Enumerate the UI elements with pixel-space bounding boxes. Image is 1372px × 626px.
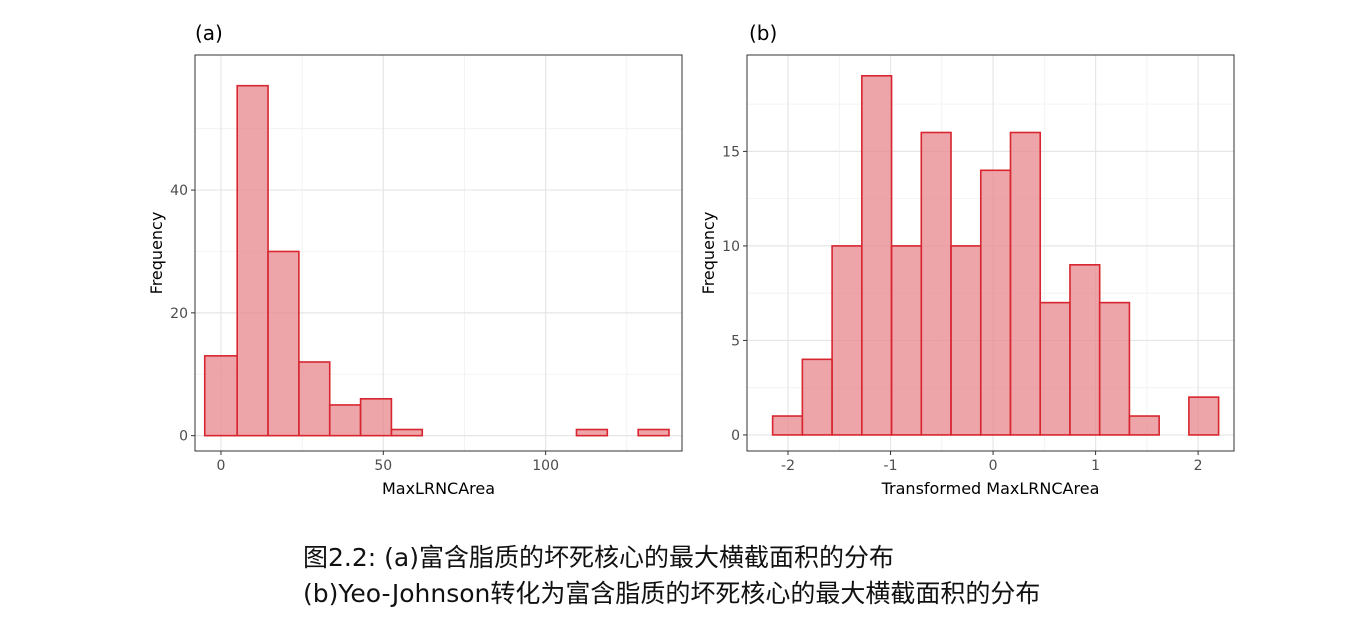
x-tick-label: 1 [1091, 458, 1100, 474]
figure-caption-line-1: 图2.2: (a)富含脂质的坏死核心的最大横截面积的分布 [303, 543, 894, 572]
histogram-bar [328, 404, 362, 437]
x-tick-label: 0 [989, 458, 998, 474]
x-tick-label: -1 [884, 458, 898, 474]
histogram-bar [920, 131, 952, 436]
histogram-bar [359, 398, 393, 437]
x-tick-label: 0 [217, 458, 226, 474]
histogram-bar [950, 245, 982, 436]
y-tick-label: 5 [731, 333, 740, 349]
y-tick-label: 0 [731, 428, 740, 444]
plot-border [746, 54, 1235, 452]
x-tick-label: 100 [532, 458, 559, 474]
x-tick-label: -2 [781, 458, 795, 474]
histogram-bar [390, 428, 424, 437]
y-tick-label: 40 [170, 183, 188, 199]
histogram-bar [1098, 301, 1131, 436]
histogram-bar [1039, 301, 1071, 436]
histogram-bar [979, 169, 1012, 436]
histogram-bar [637, 428, 670, 437]
histogram-panel-b: -2 -1 0 1 2 0 5 10 15 Transformed MaxLRNCArea Freq… [699, 21, 1235, 498]
histogram-bar [236, 84, 269, 437]
histogram-bar [831, 245, 863, 436]
histogram-bar [267, 250, 300, 437]
y-tick-label: 10 [722, 239, 740, 255]
y-tick-label: 15 [722, 144, 740, 160]
plot-border [194, 54, 683, 452]
histogram-bar [1188, 396, 1220, 436]
y-tick-label: 0 [179, 429, 188, 445]
x-tick-label: 50 [374, 458, 392, 474]
x-axis-title: Transformed MaxLRNCArea [881, 479, 1100, 498]
figure-caption-line-2: (b)Yeo-Johnson转化为富含脂质的坏死核心的最大横截面积的分布 [303, 579, 1041, 608]
histogram-bar [575, 428, 609, 437]
y-axis-title: Frequency [147, 212, 166, 295]
y-axis-title: Frequency [699, 212, 718, 295]
histogram-bar [771, 415, 804, 436]
histogram-bar [861, 74, 893, 436]
panel-label: (b) [749, 21, 777, 45]
histogram-bar [1128, 415, 1160, 436]
histogram-bar [801, 358, 833, 436]
histogram-bar [1069, 264, 1101, 436]
y-tick-label: 20 [170, 306, 188, 322]
histogram-bar [298, 361, 331, 437]
histogram-bar [203, 355, 239, 437]
x-axis-title: MaxLRNCArea [382, 479, 495, 498]
histogram-panel-a: 0 50 100 0 20 40 MaxLRNCArea Frequency (a) [147, 21, 683, 498]
histogram-bar [890, 245, 923, 436]
histogram-bar [1009, 131, 1042, 436]
panel-label: (a) [195, 21, 223, 45]
x-tick-label: 2 [1194, 458, 1203, 474]
